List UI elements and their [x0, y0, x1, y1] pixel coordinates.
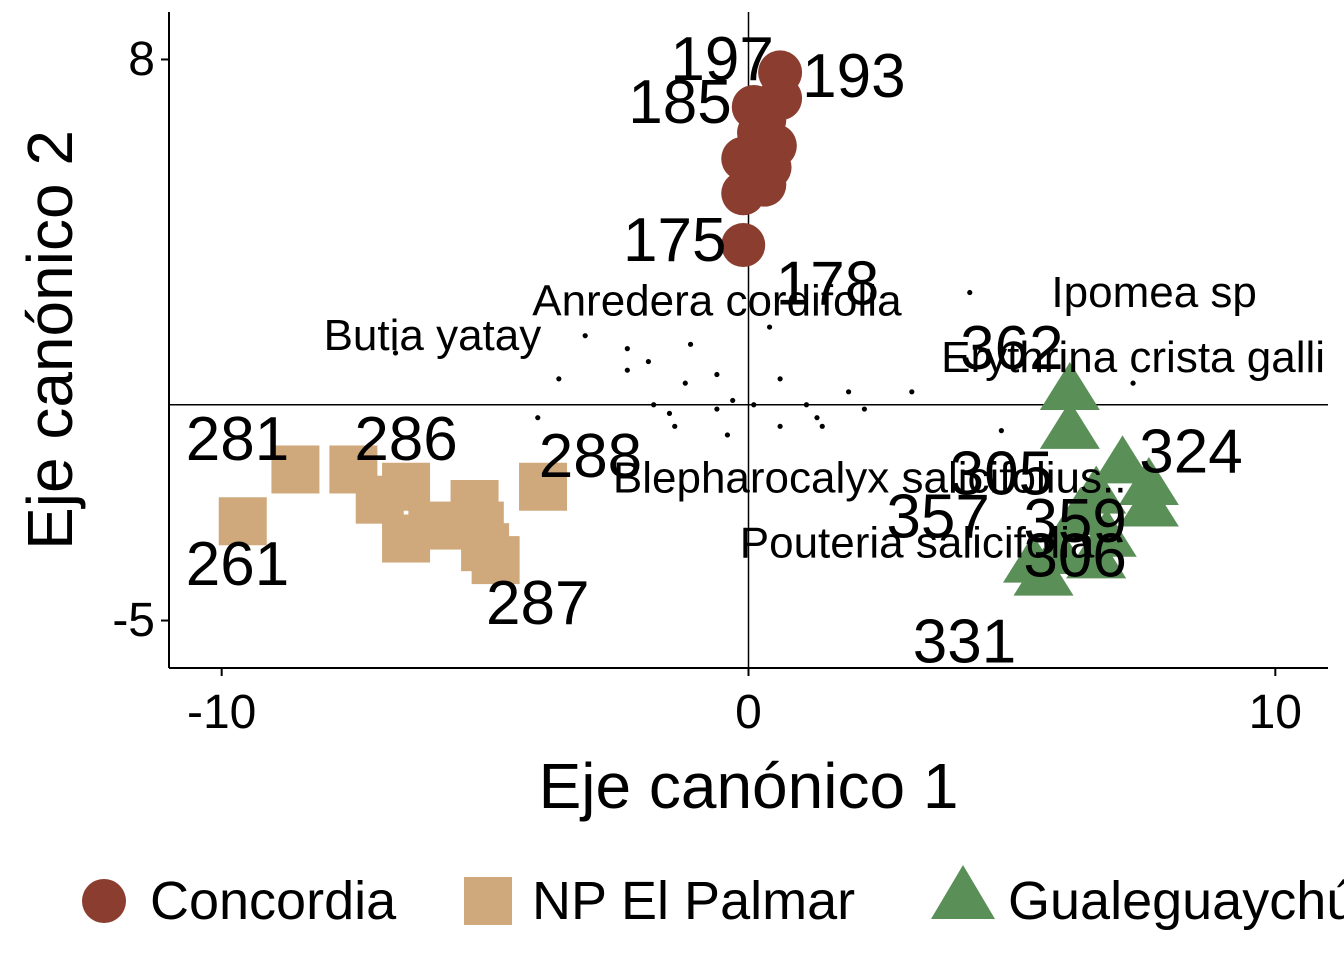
species-label: Blepharocalyx salicifolius.. — [613, 454, 1127, 503]
species-label: Pouteria salicifolia — [740, 518, 1095, 567]
species-point — [645, 358, 652, 365]
site-label: 331 — [913, 608, 1016, 677]
species-label: Anredera cordifolia — [532, 277, 902, 326]
site-label: 185 — [628, 68, 731, 137]
species-point — [845, 389, 852, 395]
species-point — [624, 346, 630, 352]
site-label: 287 — [486, 569, 589, 638]
x-tick-label: 10 — [1249, 686, 1302, 739]
species-point — [777, 376, 783, 382]
species-point — [714, 406, 720, 412]
site-point-triangle — [1039, 400, 1100, 449]
species-point — [730, 397, 736, 404]
species-point — [1130, 380, 1136, 386]
x-tick-label: 0 — [735, 686, 762, 739]
site-point-triangle — [1092, 435, 1153, 484]
site-label: 261 — [186, 530, 289, 599]
site-label: 175 — [623, 206, 726, 275]
y-axis-title: Eje canónico 2 — [14, 130, 86, 550]
site-point-triangle — [1039, 362, 1100, 411]
species-label: Erythrina crista galli — [941, 333, 1325, 382]
site-label: 288 — [539, 422, 642, 491]
species-label: Ipomea sp — [1051, 268, 1256, 317]
legend-label: Concordia — [150, 871, 397, 931]
species-point — [861, 406, 868, 412]
species-point — [724, 432, 731, 438]
species-label: Butia yatay — [324, 311, 542, 360]
y-tick-label: 8 — [128, 33, 155, 86]
species-points — [392, 289, 1136, 438]
site-label: 178 — [776, 249, 879, 318]
y-tick-label: -5 — [112, 594, 155, 647]
site-label: 357 — [886, 482, 989, 551]
site-point-square — [471, 536, 520, 585]
site-label: 305 — [950, 439, 1053, 508]
site-label: 281 — [186, 405, 289, 474]
legend-label: NP El Palmar — [532, 871, 855, 931]
species-point — [998, 428, 1004, 434]
species-point — [967, 289, 973, 296]
legend-marker — [931, 865, 995, 919]
site-point-triangle — [1066, 530, 1127, 579]
site-point-triangle — [1050, 487, 1111, 536]
site-point-circle — [721, 171, 766, 216]
species-point — [651, 402, 657, 408]
site-point-triangle — [1118, 478, 1179, 527]
species-point — [751, 402, 757, 408]
site-point-circle — [721, 223, 766, 268]
site-label: 286 — [354, 405, 457, 474]
site-point-square — [519, 462, 568, 511]
x-axis-title: Eje canónico 1 — [539, 750, 959, 822]
site-label: 306 — [1023, 521, 1126, 590]
x-tick-label: -10 — [187, 686, 256, 739]
species-point — [392, 350, 399, 356]
species-point — [819, 423, 825, 429]
site-point-triangle — [1013, 547, 1074, 596]
species-point — [535, 415, 541, 421]
axes: -10 0 10 -5 8 — [112, 12, 1328, 739]
site-point-square — [271, 445, 320, 494]
species-point — [814, 415, 820, 421]
species-point — [777, 423, 783, 429]
species-point — [624, 367, 630, 373]
site-point-square — [382, 514, 431, 563]
site-label: 324 — [1139, 418, 1242, 487]
species-point — [687, 341, 694, 347]
site-point-square — [218, 497, 267, 546]
species-point — [672, 423, 678, 429]
species-point — [666, 410, 673, 416]
legend-marker — [464, 877, 512, 925]
legend-label: Gualeguaychú — [1008, 871, 1344, 931]
legend-marker — [82, 879, 126, 923]
species-point — [582, 333, 588, 339]
site-label: 197 — [670, 25, 773, 94]
species-point — [766, 324, 773, 330]
species-point — [556, 376, 562, 382]
species-point — [803, 402, 810, 408]
species-point — [909, 389, 915, 395]
legend: Concordia NP El Palmar Gualeguaychú — [82, 865, 1344, 931]
species-point — [714, 371, 720, 378]
site-label: 193 — [802, 42, 905, 111]
site-label: 359 — [1023, 487, 1126, 556]
species-point — [682, 380, 688, 386]
site-label: 362 — [960, 314, 1063, 383]
site-points — [218, 50, 1179, 596]
